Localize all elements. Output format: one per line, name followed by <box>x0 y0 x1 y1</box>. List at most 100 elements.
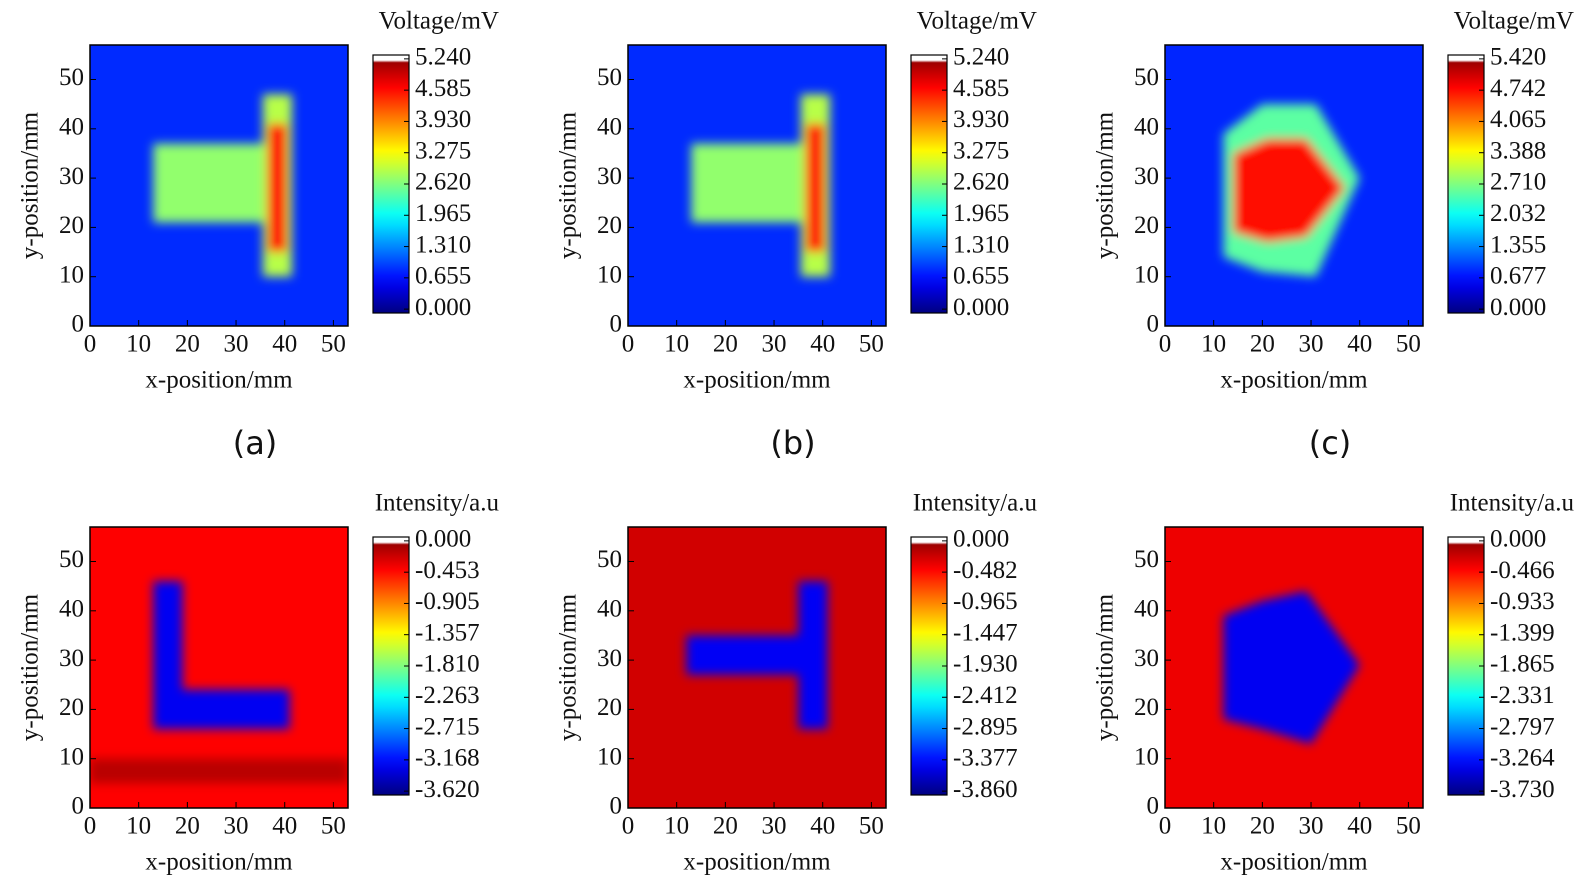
y-tick-label: 20 <box>597 212 622 239</box>
x-tick-label: 20 <box>175 813 200 840</box>
y-tick-label: 20 <box>597 694 622 721</box>
x-axis-label: x-position/mm <box>683 849 831 876</box>
colorbar <box>372 54 410 314</box>
colorbar-tick-label: 0.655 <box>415 263 471 290</box>
x-tick-label: 10 <box>126 813 151 840</box>
y-tick-label: 50 <box>1134 64 1159 91</box>
colorbar-tick-label: -1.810 <box>415 651 480 678</box>
y-axis-label: y-position/mm <box>1092 111 1119 259</box>
y-tick-label: 0 <box>610 793 623 820</box>
plot-frame <box>627 526 887 809</box>
colorbar-label: Intensity/a.u <box>913 490 1038 517</box>
colorbar-tick-label: 0.000 <box>1490 526 1546 553</box>
heatmap-region <box>153 581 290 730</box>
colorbar-tick-label: 1.355 <box>1490 231 1546 258</box>
heatmap <box>628 45 886 326</box>
y-tick-label: 20 <box>59 212 84 239</box>
colorbar <box>372 536 410 796</box>
colorbar-tick-label: 3.275 <box>415 137 471 164</box>
x-tick-label: 0 <box>1159 331 1172 358</box>
colorbar-tick-label: -1.930 <box>953 651 1018 678</box>
colorbar-tick-label: -2.797 <box>1490 713 1555 740</box>
x-tick-label: 20 <box>713 813 738 840</box>
colorbar-tick-label: 0.000 <box>415 294 471 321</box>
y-tick-label: 10 <box>59 261 84 288</box>
colorbar-tick-label: 3.275 <box>953 137 1009 164</box>
y-tick-label: 50 <box>597 546 622 573</box>
x-tick-label: 40 <box>810 813 835 840</box>
colorbar-tick-label: -0.933 <box>1490 588 1555 615</box>
colorbar-tick-label: -3.730 <box>1490 776 1555 803</box>
x-axis-label: x-position/mm <box>683 367 831 394</box>
colorbar-tick-label: -1.865 <box>1490 651 1555 678</box>
y-tick-label: 0 <box>72 311 85 338</box>
y-tick-label: 30 <box>1134 163 1159 190</box>
y-tick-label: 40 <box>59 114 84 141</box>
x-tick-label: 30 <box>1299 331 1324 358</box>
colorbar-tick-label: 1.310 <box>953 231 1009 258</box>
panel: 0 10 20 30 40 50 0 10 20 30 40 50 x-position/mm y-pos… <box>1092 8 1574 462</box>
y-axis-label: y-position/mm <box>555 593 582 741</box>
panel: 0 10 20 30 40 50 0 10 20 30 40 50 x-position/mm y-pos… <box>555 490 1038 876</box>
heatmap-regions <box>1223 104 1360 277</box>
panel-caption: (c) <box>1309 424 1352 462</box>
y-tick-label: 0 <box>72 793 85 820</box>
x-tick-label: 40 <box>1347 813 1372 840</box>
colorbar-tick-label: -2.263 <box>415 682 480 709</box>
colorbar-tick-label: -0.466 <box>1490 557 1555 584</box>
colorbar-tick-label: -3.377 <box>953 745 1018 772</box>
x-tick-label: 30 <box>1299 813 1324 840</box>
y-tick-label: 40 <box>597 596 622 623</box>
x-tick-label: 40 <box>1347 331 1372 358</box>
heatmap-region <box>90 758 348 784</box>
heatmap <box>1165 527 1423 808</box>
y-tick-label: 20 <box>1134 212 1159 239</box>
x-tick-label: 0 <box>84 813 97 840</box>
colorbar-tick-label: -0.905 <box>415 588 480 615</box>
y-tick-label: 30 <box>597 645 622 672</box>
x-tick-label: 30 <box>224 813 249 840</box>
x-axis-label: x-position/mm <box>1220 849 1368 876</box>
y-axis-label: y-position/mm <box>17 111 44 259</box>
heatmap-regions <box>686 581 828 730</box>
heatmap-region <box>1233 138 1346 243</box>
x-tick-label: 20 <box>175 331 200 358</box>
colorbar-tick-label: -3.168 <box>415 745 480 772</box>
colorbar-tick-label: 5.240 <box>953 44 1009 71</box>
heatmap <box>628 527 886 808</box>
y-tick-label: 10 <box>1134 743 1159 770</box>
panel: 0 10 20 30 40 50 0 10 20 30 40 50 x-position/mm y-pos… <box>1092 490 1575 876</box>
x-tick-label: 50 <box>859 331 884 358</box>
x-tick-label: 0 <box>1159 813 1172 840</box>
colorbar-tick-label: -3.264 <box>1490 745 1555 772</box>
y-tick-label: 10 <box>597 743 622 770</box>
plot-frame <box>89 44 349 327</box>
colorbar <box>1447 536 1485 796</box>
y-tick-label: 50 <box>1134 546 1159 573</box>
y-tick-label: 20 <box>1134 694 1159 721</box>
x-tick-label: 10 <box>1201 331 1226 358</box>
colorbar <box>1447 54 1485 314</box>
y-tick-label: 40 <box>597 114 622 141</box>
colorbar-tick-label: -1.447 <box>953 619 1018 646</box>
heatmap <box>1165 45 1423 326</box>
x-axis-label: x-position/mm <box>1220 367 1368 394</box>
x-tick-label: 40 <box>272 331 297 358</box>
colorbar-tick-label: 0.000 <box>953 526 1009 553</box>
colorbar-tick-label: -0.482 <box>953 557 1018 584</box>
y-tick-label: 40 <box>1134 596 1159 623</box>
x-tick-label: 0 <box>84 331 97 358</box>
heatmap-region <box>691 143 809 223</box>
colorbar-tick-label: 2.710 <box>1490 169 1546 196</box>
colorbar-label: Intensity/a.u <box>1450 490 1575 517</box>
colorbar-tick-label: 1.965 <box>415 200 471 227</box>
colorbar-label: Voltage/mV <box>379 8 499 35</box>
x-tick-label: 0 <box>622 813 635 840</box>
colorbar-tick-label: -3.860 <box>953 776 1018 803</box>
y-tick-label: 40 <box>59 596 84 623</box>
x-axis-label: x-position/mm <box>145 849 293 876</box>
y-tick-label: 40 <box>1134 114 1159 141</box>
colorbar-tick-label: -0.965 <box>953 588 1018 615</box>
x-tick-label: 30 <box>762 331 787 358</box>
colorbar-label: Voltage/mV <box>1454 8 1574 35</box>
